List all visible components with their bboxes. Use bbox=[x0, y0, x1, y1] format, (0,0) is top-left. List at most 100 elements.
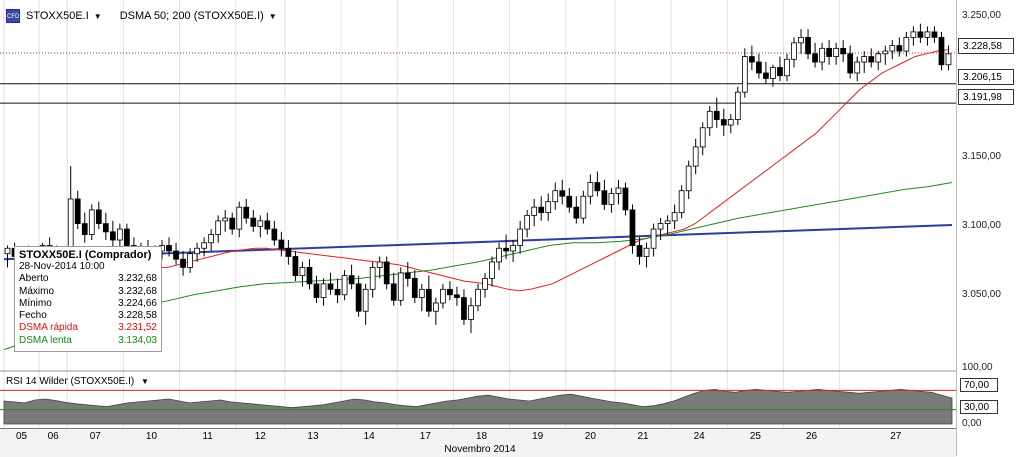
candle-body bbox=[229, 217, 236, 230]
rsi-dropdown-chevron-icon[interactable]: ▼ bbox=[140, 377, 149, 386]
candle-body bbox=[194, 247, 200, 255]
candle-body bbox=[678, 190, 685, 214]
x-tick-label: 13 bbox=[307, 431, 319, 442]
candle-body bbox=[727, 119, 734, 126]
candle-body bbox=[756, 61, 762, 74]
candle-body bbox=[313, 283, 320, 298]
y-tick-label: 3.150,00 bbox=[962, 151, 1001, 162]
cfd-badge-icon: CFD bbox=[6, 9, 20, 23]
candle-body bbox=[461, 297, 467, 320]
candle-body bbox=[573, 206, 580, 219]
candle-body bbox=[236, 206, 243, 230]
candle-body bbox=[580, 195, 587, 219]
candle-body bbox=[552, 190, 559, 203]
info-slow-ma-value: 3.134,03 bbox=[118, 334, 157, 346]
hline-price-label[interactable]: 3.206,15 bbox=[958, 69, 1014, 85]
candle-body bbox=[425, 288, 432, 312]
x-tick-label: 07 bbox=[89, 431, 101, 442]
info-high-value: 3.232,68 bbox=[118, 285, 157, 297]
candle-body bbox=[924, 31, 931, 38]
candle-body bbox=[341, 275, 348, 296]
candle-body bbox=[243, 206, 250, 219]
candle-body bbox=[510, 245, 516, 252]
candle-body bbox=[819, 47, 825, 63]
candle-body bbox=[840, 47, 847, 55]
candle-body bbox=[264, 220, 271, 230]
candle-body bbox=[861, 56, 868, 63]
candle-body bbox=[306, 267, 313, 285]
candle-body bbox=[222, 217, 229, 222]
x-tick-label: 18 bbox=[475, 431, 488, 442]
candle-body bbox=[348, 275, 355, 285]
candle-body bbox=[945, 53, 952, 66]
candle-body bbox=[664, 220, 671, 225]
candle-body bbox=[910, 31, 917, 38]
candle-body bbox=[791, 42, 797, 60]
candle-body bbox=[734, 91, 741, 120]
candle-body bbox=[629, 209, 636, 246]
rsi-level-label: 70,00 bbox=[960, 378, 998, 392]
candle-body bbox=[117, 228, 123, 241]
candle-body bbox=[404, 272, 411, 279]
x-tick-label: 10 bbox=[145, 431, 158, 442]
time-axis[interactable] bbox=[0, 428, 956, 457]
candle-body bbox=[770, 67, 776, 79]
candle-body bbox=[903, 36, 910, 52]
indicator-dropdown-chevron-icon[interactable]: ▼ bbox=[268, 11, 277, 21]
info-open-value: 3.232,68 bbox=[118, 273, 157, 285]
rsi-pane-header[interactable]: RSI 14 Wilder (STOXX50E.I) ▼ bbox=[6, 376, 149, 387]
candle-body bbox=[749, 56, 755, 63]
candle-body bbox=[538, 206, 545, 214]
candle-body bbox=[327, 283, 334, 290]
candle-body bbox=[812, 53, 818, 63]
candle-body bbox=[496, 247, 502, 263]
candle-body bbox=[763, 72, 769, 79]
candle-body bbox=[95, 209, 102, 225]
symbol-dropdown-chevron-icon[interactable]: ▼ bbox=[93, 11, 102, 21]
candle-body bbox=[208, 234, 215, 244]
symbol-selector[interactable]: STOXX50E.I bbox=[26, 10, 89, 22]
candle-body bbox=[650, 228, 657, 249]
candle-body bbox=[411, 277, 418, 298]
candle-body bbox=[608, 193, 615, 205]
candle-body bbox=[854, 61, 861, 74]
candle-body bbox=[215, 220, 222, 235]
chart-header: CFD STOXX50E.I ▼ DSMA 50; 200 (STOXX50E.… bbox=[6, 6, 295, 26]
y-tick-label: 3.250,00 bbox=[962, 10, 1001, 21]
last-price-label: 3.228,58 bbox=[958, 38, 1014, 54]
hline-price-label[interactable]: 3.191,98 bbox=[958, 89, 1014, 105]
candle-body bbox=[257, 220, 264, 227]
candle-body bbox=[882, 50, 889, 55]
candle-body bbox=[847, 53, 854, 74]
candle-body bbox=[559, 190, 566, 197]
x-tick-label: 27 bbox=[890, 431, 902, 442]
candle-body bbox=[285, 247, 292, 257]
candle-body bbox=[109, 231, 116, 241]
rsi-title[interactable]: RSI 14 Wilder (STOXX50E.I) bbox=[6, 376, 135, 387]
candle-body bbox=[671, 212, 678, 222]
info-fast-ma-value: 3.231,52 bbox=[118, 322, 157, 334]
indicator-selector[interactable]: DSMA 50; 200 (STOXX50E.I) bbox=[119, 10, 264, 22]
candle-body bbox=[173, 250, 179, 260]
x-tick-label: 25 bbox=[749, 431, 761, 442]
candle-body bbox=[524, 214, 531, 230]
y-tick-label: 3.100,00 bbox=[962, 220, 1001, 231]
candle-body bbox=[706, 110, 713, 129]
candle-body bbox=[376, 261, 383, 268]
candle-body bbox=[440, 288, 446, 304]
info-fast-ma-label: DSMA rápida bbox=[19, 322, 78, 334]
candle-body bbox=[334, 288, 341, 296]
candle-body bbox=[503, 247, 509, 252]
candle-body bbox=[271, 228, 278, 241]
candle-body bbox=[720, 119, 727, 126]
price-chart-area[interactable] bbox=[0, 0, 956, 428]
y-tick-label: 3.050,00 bbox=[962, 289, 1001, 300]
candle-body bbox=[166, 245, 172, 252]
candle-body bbox=[798, 36, 804, 44]
candle-body bbox=[447, 288, 453, 296]
candle-body bbox=[741, 56, 748, 93]
candle-body bbox=[889, 45, 896, 52]
candle-body bbox=[868, 56, 875, 63]
candle-body bbox=[433, 302, 439, 312]
candle-body bbox=[777, 67, 783, 77]
